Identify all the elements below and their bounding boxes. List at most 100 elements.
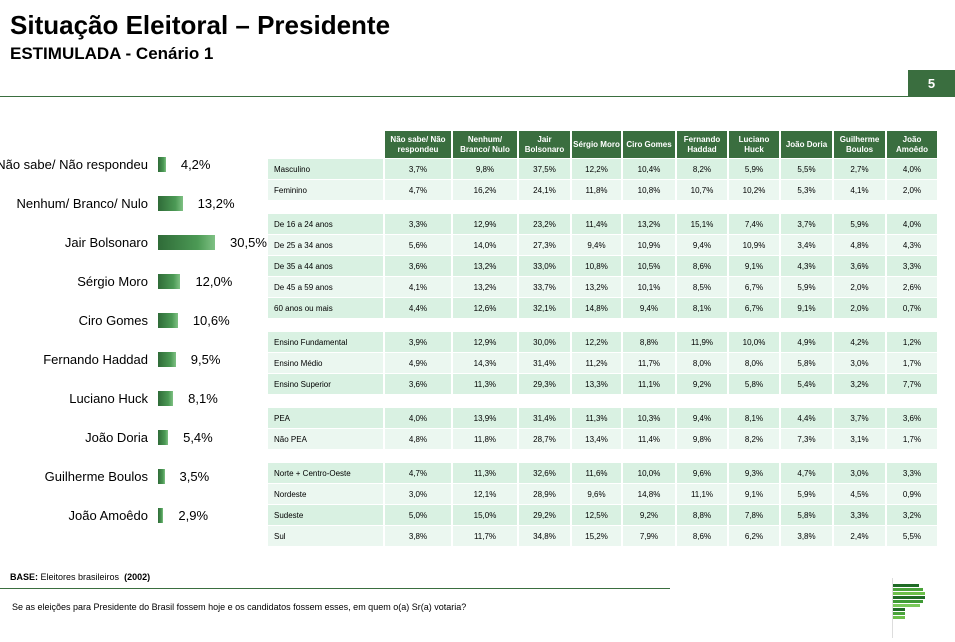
base-n: (2002) (124, 572, 151, 582)
cell-value: 1,7% (887, 429, 937, 449)
cell-value: 4,1% (385, 277, 451, 297)
bar-value-label: 4,2% (180, 157, 211, 172)
header-blank (268, 131, 383, 158)
cell-value: 5,0% (385, 505, 451, 525)
bar-row: Fernando Haddad 9,5% (0, 350, 265, 370)
cell-value: 9,6% (677, 463, 727, 483)
bar-label: Guilherme Boulos (44, 469, 148, 484)
cell-value: 2,7% (834, 159, 885, 179)
cell-value: 32,6% (519, 463, 570, 483)
cell-value: 6,7% (729, 298, 779, 318)
cell-value: 3,0% (385, 484, 451, 504)
cell-value: 1,7% (887, 353, 937, 373)
bar-row: Nenhum/ Branco/ Nulo 13,2% (0, 194, 265, 214)
cell-value: 4,5% (834, 484, 885, 504)
cell-value: 3,6% (385, 256, 451, 276)
table-row: 60 anos ou mais 4,4% 12,6% 32,1% 14,8% 9,4% 8,… (268, 298, 937, 318)
cell-value: 13,2% (453, 277, 517, 297)
row-label: Sul (268, 526, 383, 546)
cell-value: 9,4% (572, 235, 621, 255)
bar-row: Ciro Gomes 10,6% (0, 311, 265, 331)
cell-value: 10,3% (623, 408, 675, 428)
group-spacer (268, 201, 937, 213)
cell-value: 3,7% (834, 408, 885, 428)
crosstab-table: Não sabe/ Não respondeu Nenhum/ Branco/ N… (266, 130, 939, 547)
bar-row: Jair Bolsonaro 30,5% (0, 233, 267, 253)
cell-value: 10,0% (729, 332, 779, 352)
table-row: Sul 3,8% 11,7% 34,8% 15,2% 7,9% 8,6% 6,2% 3,8% 2,… (268, 526, 937, 546)
cell-value: 4,7% (385, 180, 451, 200)
table-row: De 25 a 34 anos 5,6% 14,0% 27,3% 9,4% 10,9% 9,… (268, 235, 937, 255)
row-label: 60 anos ou mais (268, 298, 383, 318)
cell-value: 8,0% (729, 353, 779, 373)
cell-value: 27,3% (519, 235, 570, 255)
cell-value: 9,2% (623, 505, 675, 525)
cell-value: 4,0% (887, 159, 937, 179)
cell-value: 31,4% (519, 353, 570, 373)
cell-value: 7,7% (887, 374, 937, 394)
cell-value: 3,9% (385, 332, 451, 352)
row-label: Feminino (268, 180, 383, 200)
cell-value: 4,9% (385, 353, 451, 373)
table-row: De 35 a 44 anos 3,6% 13,2% 33,0% 10,8% 10,5% 8… (268, 256, 937, 276)
cell-value: 11,8% (572, 180, 621, 200)
cell-value: 3,6% (887, 408, 937, 428)
cell-value: 2,6% (887, 277, 937, 297)
cell-value: 8,5% (677, 277, 727, 297)
bar-label: João Doria (85, 430, 148, 445)
cell-value: 8,6% (677, 256, 727, 276)
cell-value: 28,7% (519, 429, 570, 449)
cell-value: 10,7% (677, 180, 727, 200)
cell-value: 5,9% (781, 277, 832, 297)
cell-value: 4,4% (781, 408, 832, 428)
cell-value: 3,0% (834, 353, 885, 373)
table-row: De 16 a 24 anos 3,3% 12,9% 23,2% 11,4% 13,2% 1… (268, 214, 937, 234)
cell-value: 5,4% (781, 374, 832, 394)
bar (158, 235, 216, 250)
cell-value: 11,7% (453, 526, 517, 546)
cell-value: 2,0% (887, 180, 937, 200)
cell-value: 10,8% (572, 256, 621, 276)
cell-value: 4,2% (834, 332, 885, 352)
cell-value: 14,8% (572, 298, 621, 318)
cell-value: 16,2% (453, 180, 517, 200)
cell-value: 3,6% (834, 256, 885, 276)
page-subtitle: ESTIMULADA - Cenário 1 (10, 44, 214, 63)
group-spacer (268, 450, 937, 462)
bar (158, 430, 169, 445)
table-row: Ensino Superior 3,6% 11,3% 29,3% 13,3% 11,1% 9… (268, 374, 937, 394)
cell-value: 10,2% (729, 180, 779, 200)
column-header: Jair Bolsonaro (519, 131, 570, 158)
cell-value: 9,2% (677, 374, 727, 394)
cell-value: 5,5% (887, 526, 937, 546)
bar-label: Fernando Haddad (43, 352, 148, 367)
bar-value-label: 3,5% (179, 469, 210, 484)
cell-value: 6,7% (729, 277, 779, 297)
cell-value: 34,8% (519, 526, 570, 546)
cell-value: 7,4% (729, 214, 779, 234)
cell-value: 4,7% (781, 463, 832, 483)
cell-value: 9,1% (729, 256, 779, 276)
cell-value: 4,0% (887, 214, 937, 234)
cell-value: 3,6% (385, 374, 451, 394)
cell-value: 3,2% (834, 374, 885, 394)
cell-value: 11,3% (572, 408, 621, 428)
bar (158, 157, 166, 172)
cell-value: 23,2% (519, 214, 570, 234)
bar-row: Sérgio Moro 12,0% (0, 272, 265, 292)
cell-value: 8,0% (677, 353, 727, 373)
row-label: De 45 a 59 anos (268, 277, 383, 297)
bar (158, 274, 181, 289)
cell-value: 11,2% (572, 353, 621, 373)
cell-value: 10,5% (623, 256, 675, 276)
cell-value: 9,1% (729, 484, 779, 504)
column-header: Não sabe/ Não respondeu (385, 131, 451, 158)
cell-value: 2,4% (834, 526, 885, 546)
bar-value-label: 9,5% (190, 352, 221, 367)
cell-value: 15,0% (453, 505, 517, 525)
row-label: Ensino Fundamental (268, 332, 383, 352)
cell-value: 5,5% (781, 159, 832, 179)
cell-value: 8,1% (729, 408, 779, 428)
cell-value: 11,4% (623, 429, 675, 449)
cell-value: 11,6% (572, 463, 621, 483)
